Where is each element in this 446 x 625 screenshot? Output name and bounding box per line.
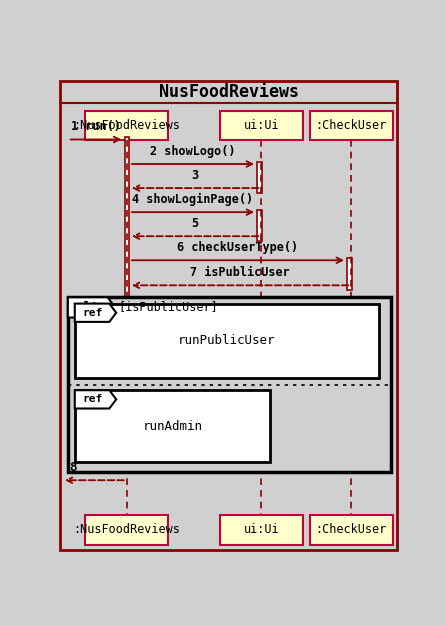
Bar: [257, 210, 262, 241]
Text: :CheckUser: :CheckUser: [316, 119, 387, 132]
Bar: [310, 111, 393, 141]
Bar: [75, 390, 270, 462]
Text: 7 isPublicUser: 7 isPublicUser: [190, 266, 290, 279]
Text: 4 showLoginPage(): 4 showLoginPage(): [132, 192, 253, 206]
Polygon shape: [75, 390, 116, 409]
Text: [isPublicUser]: [isPublicUser]: [118, 300, 218, 313]
Bar: [68, 298, 391, 472]
Bar: [257, 162, 262, 193]
Text: :NusFoodReviews: :NusFoodReviews: [73, 523, 180, 536]
Text: :NusFoodReviews: :NusFoodReviews: [73, 119, 180, 132]
Polygon shape: [75, 304, 116, 322]
Text: NusFoodReviews: NusFoodReviews: [159, 83, 298, 101]
Text: runPublicUser: runPublicUser: [178, 334, 276, 348]
Bar: [347, 258, 351, 290]
Bar: [310, 515, 393, 545]
Bar: [85, 111, 168, 141]
Text: alt: alt: [76, 301, 99, 314]
Bar: [220, 515, 303, 545]
Text: 2 showLogo(): 2 showLogo(): [150, 145, 236, 158]
Text: 3: 3: [192, 169, 199, 182]
Text: runAdmin: runAdmin: [142, 420, 202, 432]
Text: 6 checkUserType(): 6 checkUserType(): [178, 241, 298, 254]
Bar: [85, 515, 168, 545]
Text: ref: ref: [82, 308, 102, 318]
Bar: [75, 304, 379, 378]
Text: ui:Ui: ui:Ui: [244, 119, 279, 132]
Bar: [220, 111, 303, 141]
Text: 1 run(): 1 run(): [71, 120, 121, 133]
Text: ref: ref: [82, 394, 102, 404]
Text: ui:Ui: ui:Ui: [244, 523, 279, 536]
Bar: [124, 137, 129, 468]
Polygon shape: [68, 298, 115, 318]
Text: 5: 5: [192, 217, 199, 230]
Text: 8: 8: [69, 461, 76, 474]
Text: :CheckUser: :CheckUser: [316, 523, 387, 536]
